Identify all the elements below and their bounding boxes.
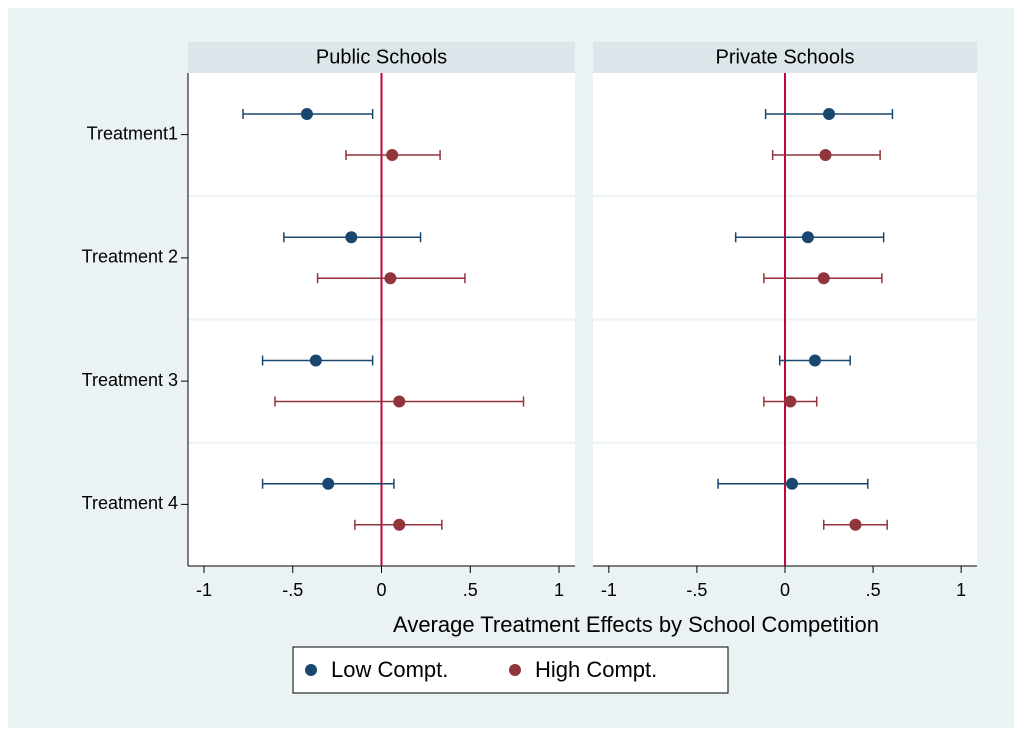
panel-title: Public Schools [316, 46, 447, 68]
panel-header [188, 42, 575, 73]
x-tick-label: 1 [956, 580, 966, 600]
panel-title: Private Schools [716, 46, 855, 68]
point [384, 272, 397, 285]
x-tick-label: 0 [376, 580, 386, 600]
point [345, 231, 358, 244]
x-tick-label: .5 [463, 580, 478, 600]
legend-marker [509, 664, 521, 676]
x-tick-label: 1 [554, 580, 564, 600]
point [801, 231, 814, 244]
point [786, 477, 799, 490]
point [819, 149, 832, 161]
point [322, 477, 335, 490]
x-tick-label: -1 [601, 580, 617, 600]
point [393, 395, 406, 408]
legend-label: Low Compt. [331, 657, 448, 682]
y-tick-label: Treatment 4 [82, 493, 178, 513]
point [784, 395, 797, 408]
x-axis-title: Average Treatment Effects by School Comp… [393, 612, 879, 637]
y-tick-label: Treatment 2 [82, 247, 178, 267]
legend-box [292, 646, 729, 694]
point [808, 354, 821, 367]
point [823, 108, 836, 120]
x-tick-label: -1 [196, 580, 212, 600]
y-tick-label: Treatment1 [87, 123, 178, 143]
point [849, 518, 862, 531]
x-tick-label: -.5 [686, 580, 707, 600]
x-tick-label: 0 [780, 580, 790, 600]
y-tick-label: Treatment 3 [82, 370, 178, 390]
point [386, 149, 399, 161]
legend-label: High Compt. [535, 657, 657, 682]
x-tick-label: .5 [866, 580, 881, 600]
legend-marker [305, 664, 317, 676]
panel-header [593, 42, 977, 73]
x-tick-label: -.5 [282, 580, 303, 600]
point [300, 108, 313, 120]
point [817, 272, 830, 285]
point [309, 354, 322, 367]
point [393, 518, 406, 531]
